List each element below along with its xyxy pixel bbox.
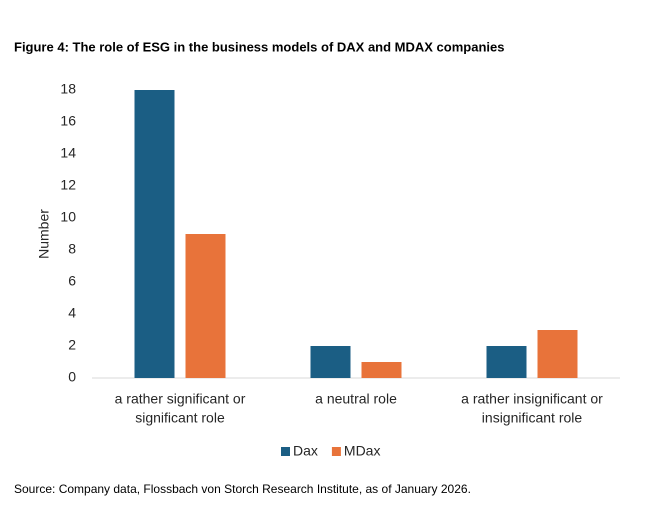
legend-label: Dax: [293, 443, 318, 459]
legend-label: MDax: [344, 443, 381, 459]
y-tick-label: 10: [60, 209, 76, 225]
bar: [185, 234, 226, 378]
legend-swatch: [331, 447, 341, 456]
y-tick-label: 2: [68, 337, 76, 353]
x-tick-label: a rather insignificant or: [461, 391, 603, 407]
bar: [310, 346, 351, 378]
y-tick-label: 6: [68, 273, 76, 289]
x-tick-label: insignificant role: [482, 410, 583, 426]
chart-title: Figure 4: The role of ESG in the busines…: [14, 39, 504, 54]
y-tick-label: 4: [68, 305, 76, 321]
bar: [486, 346, 527, 378]
y-tick-label: 18: [60, 81, 76, 97]
y-tick-label: 12: [60, 177, 76, 193]
bar: [134, 90, 175, 378]
bar: [361, 362, 402, 378]
y-tick-label: 16: [60, 113, 76, 129]
bar: [537, 330, 578, 378]
y-tick-label: 0: [68, 369, 76, 385]
y-axis-label: Number: [36, 209, 52, 259]
source: Source: Company data, Flossbach von Stor…: [14, 482, 471, 496]
x-tick-label: a rather significant or: [115, 391, 246, 407]
legend-swatch: [281, 447, 290, 456]
x-tick-label: a neutral role: [315, 391, 397, 407]
y-tick-label: 8: [68, 241, 76, 257]
y-tick-label: 14: [60, 145, 76, 161]
x-tick-label: significant role: [135, 410, 225, 426]
